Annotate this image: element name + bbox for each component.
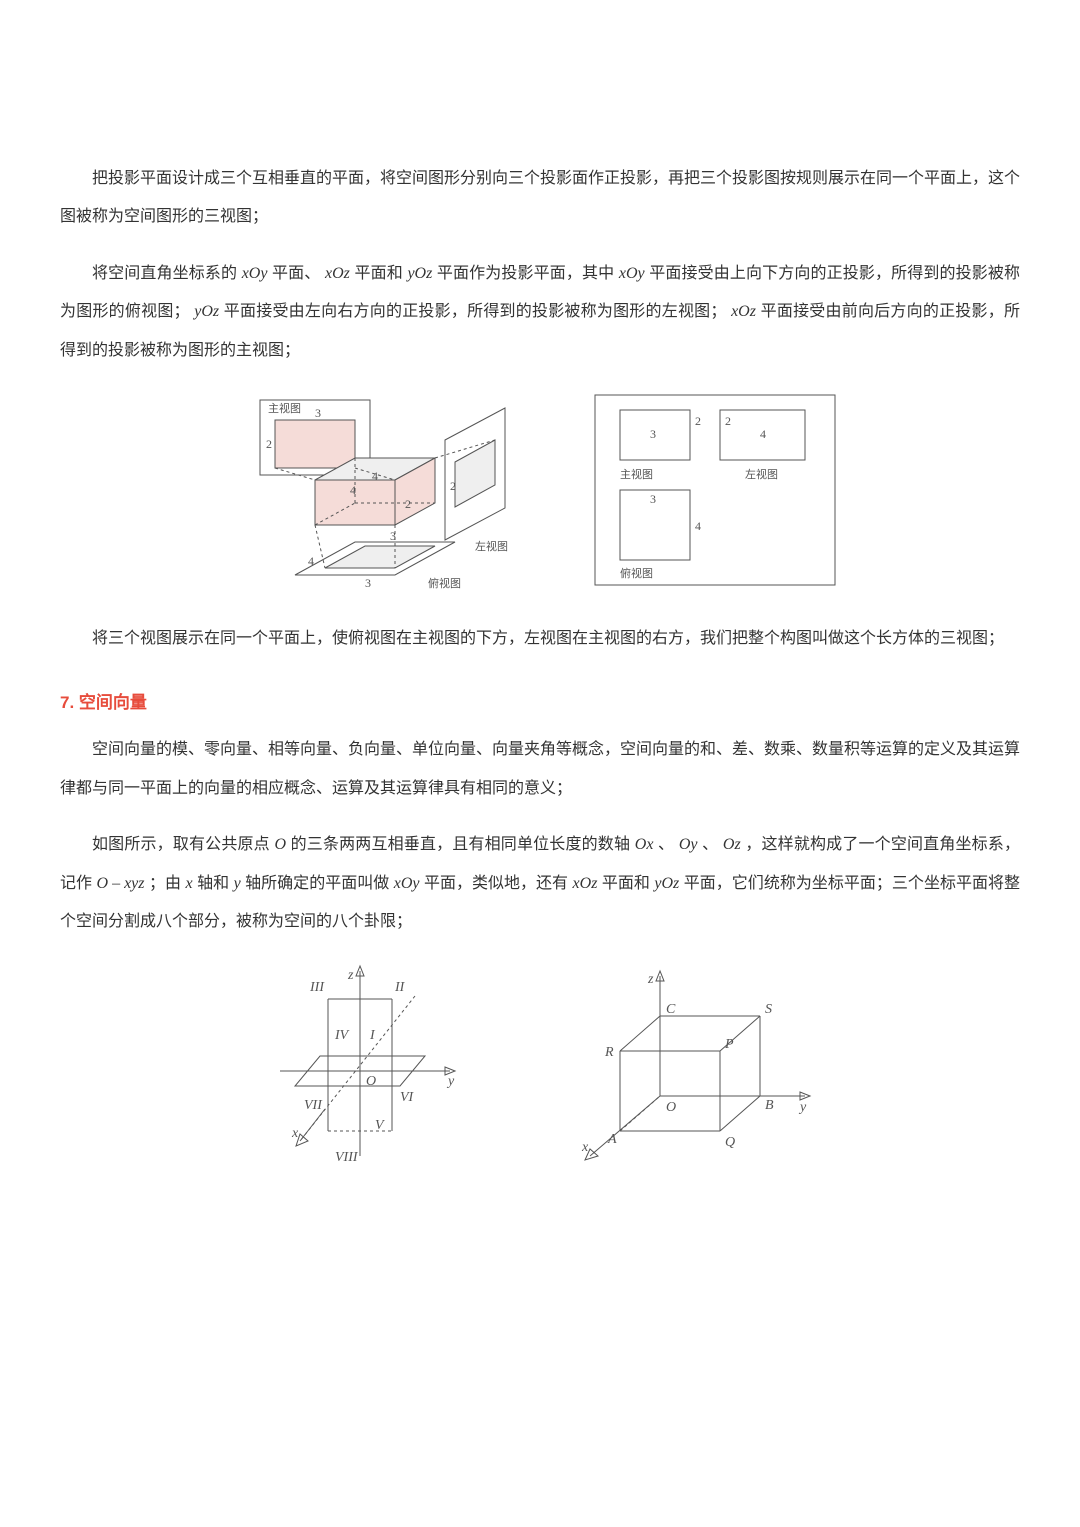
label-Q: Q [725,1135,735,1150]
label-top: 俯视图 [620,566,653,580]
label-top: 俯视图 [428,576,461,590]
figure-octants: z y x O I II III IV V VI V [250,961,470,1171]
math-y: y [234,875,241,892]
figure-row-2: z y x O I II III IV V VI V [60,961,1020,1171]
math-O: O [274,836,286,853]
dim-2: 2 [725,414,731,428]
text: 平面接受由左向右方向的正投影，所得到的投影被称为图形的左视图； [224,303,727,320]
paragraph-3: 将三个视图展示在同一个平面上，使俯视图在主视图的下方，左视图在主视图的右方，我们… [60,620,1020,658]
dim-4: 4 [372,469,378,483]
dim-4: 4 [760,427,766,441]
label-left: 左视图 [745,467,778,481]
label-z: z [647,972,654,987]
dim-4: 4 [308,554,314,568]
label-main: 主视图 [620,467,653,481]
label-II: II [394,980,406,995]
math-Oxyz: O – xyz [97,875,145,892]
dim-2: 2 [405,497,411,511]
text: 轴和 [197,875,234,892]
text: 、 [658,836,674,853]
text: 把投影平面设计成三个互相垂直的平面，将空间图形分别向三个投影面作正投影，再把三个… [60,170,1020,225]
label-y: y [446,1074,455,1089]
text: 如图所示，取有公共原点 [92,836,274,853]
figure-flat-views: 3 2 主视图 2 4 左视图 3 4 俯视图 [590,390,840,590]
math-Oy: Oy [679,836,698,853]
label-B: B [765,1098,774,1113]
paragraph-5: 如图所示，取有公共原点 O 的三条两两互相垂直，且有相同单位长度的数轴 Ox 、… [60,826,1020,941]
dim-2: 2 [266,437,272,451]
text: 平面和 [354,265,407,282]
math-yOz: yOz [194,303,219,320]
dim-3: 3 [315,406,321,420]
paragraph-4: 空间向量的模、零向量、相等向量、负向量、单位向量、向量夹角等概念，空间向量的和、… [60,731,1020,808]
label-I: I [369,1028,376,1043]
text: 、 [702,836,718,853]
label-C: C [666,1002,676,1017]
figure-row-1: 主视图 3 2 4 2 4 2 左视图 [60,390,1020,590]
label-O: O [666,1100,676,1115]
math-xOy: xOy [619,265,645,282]
label-P: P [724,1037,734,1052]
page-content: 把投影平面设计成三个互相垂直的平面，将空间图形分别向三个投影面作正投影，再把三个… [0,0,1080,1301]
dim-3: 3 [365,576,371,590]
dim-2: 2 [695,414,701,428]
math-xOy: xOy [242,265,268,282]
dim-3: 3 [650,427,656,441]
text: 的三条两两互相垂直，且有相同单位长度的数轴 [291,836,635,853]
text: 平面，类似地，还有 [424,875,573,892]
dim-3: 3 [650,492,656,506]
text: 平面和 [602,875,655,892]
dim-4: 4 [695,519,701,533]
label-VII: VII [304,1098,323,1113]
label-x: x [581,1140,589,1155]
text: 平面作为投影平面，其中 [437,265,619,282]
figure-unit-cube: z y x O [530,961,830,1171]
label-S: S [765,1002,772,1017]
heading-7: 7. 空间向量 [60,688,1020,713]
math-xOz: xOz [573,875,598,892]
paragraph-2: 将空间直角坐标系的 xOy 平面、 xOz 平面和 yOz 平面作为投影平面，其… [60,255,1020,370]
math-xOz: xOz [731,303,756,320]
label-left: 左视图 [475,539,508,553]
text: ；由 [149,875,186,892]
label-VIII: VIII [335,1150,359,1165]
text: 将三个视图展示在同一个平面上，使俯视图在主视图的下方，左视图在主视图的右方，我们… [92,630,1004,647]
math-x: x [185,875,192,892]
text: 平面、 [272,265,320,282]
paragraph-1: 把投影平面设计成三个互相垂直的平面，将空间图形分别向三个投影面作正投影，再把三个… [60,160,1020,237]
math-xOz: xOz [325,265,350,282]
figure-3d-projection: 主视图 3 2 4 2 4 2 左视图 [240,390,530,590]
dim-4: 4 [350,483,356,497]
text: 轴所确定的平面叫做 [245,875,394,892]
label-x: x [291,1126,299,1141]
label-O: O [366,1074,376,1089]
math-xOy: xOy [394,875,420,892]
label-A: A [607,1132,617,1147]
label-main: 主视图 [268,401,301,415]
label-R: R [604,1045,614,1060]
label-y: y [798,1100,807,1115]
label-III: III [309,980,325,995]
math-yOz: yOz [407,265,432,282]
label-z: z [347,968,354,983]
math-yOz: yOz [654,875,679,892]
label-VI: VI [400,1090,415,1105]
label-IV: IV [334,1028,350,1043]
text: 将空间直角坐标系的 [92,265,242,282]
label-V: V [375,1118,385,1133]
text: 空间向量的模、零向量、相等向量、负向量、单位向量、向量夹角等概念，空间向量的和、… [60,741,1020,796]
math-Oz: Oz [723,836,741,853]
math-Ox: Ox [635,836,654,853]
